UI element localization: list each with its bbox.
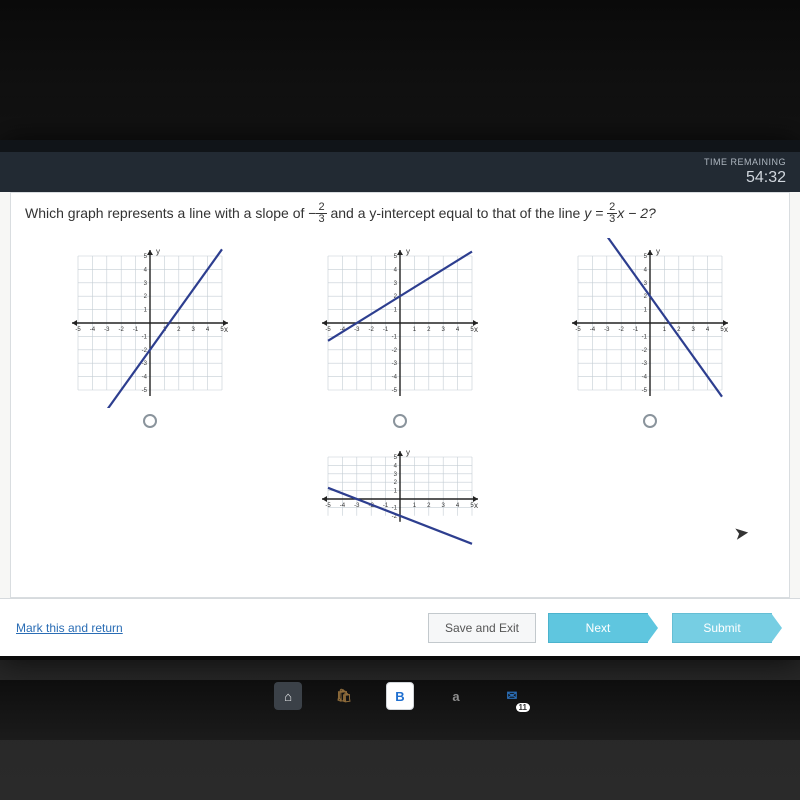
taskbar-icon-store[interactable]: 🛍 [330, 682, 358, 710]
svg-text:y: y [656, 247, 660, 256]
svg-text:-2: -2 [119, 327, 125, 333]
timer-label: TIME REMAINING [704, 157, 786, 168]
options-row-2: -5-4-3-2-2-1-11122334455yx [25, 439, 775, 559]
svg-text:-1: -1 [383, 327, 389, 333]
svg-text:-3: -3 [392, 361, 398, 367]
option-a[interactable]: -5-5-4-4-3-3-2-2-1-11122334455yx [60, 238, 240, 433]
submit-button[interactable]: Submit [672, 613, 772, 643]
svg-text:-4: -4 [90, 327, 96, 333]
svg-text:-4: -4 [142, 375, 148, 381]
mouse-cursor-icon: ➤ [733, 522, 751, 545]
question-text: Which graph represents a line with a slo… [25, 203, 775, 226]
svg-text:-1: -1 [642, 334, 648, 340]
svg-text:-1: -1 [392, 334, 398, 340]
svg-text:-5: -5 [392, 388, 398, 394]
taskbar-icon-b[interactable]: B [386, 682, 414, 710]
svg-text:-5: -5 [575, 327, 581, 333]
option-c[interactable]: -5-5-4-4-3-3-2-2-1-11122334455yx [560, 238, 740, 433]
svg-text:y: y [406, 448, 410, 457]
svg-text:x: x [224, 325, 228, 334]
mark-and-return-link[interactable]: Mark this and return [16, 621, 123, 635]
taskbar-icon-mail[interactable]: ✉11 [498, 682, 526, 710]
mail-badge: 11 [516, 703, 530, 712]
eq-lhs: y = [584, 205, 607, 221]
svg-text:-4: -4 [392, 375, 398, 381]
svg-text:-3: -3 [104, 327, 110, 333]
graph-d: -5-4-3-2-2-1-11122334455yx [310, 439, 490, 559]
graph-a: -5-5-4-4-3-3-2-2-1-11122334455yx [60, 238, 240, 408]
svg-text:-4: -4 [590, 327, 596, 333]
svg-text:-5: -5 [75, 327, 81, 333]
os-taskbar: ⌂ 🛍 B a ✉11 [274, 682, 526, 710]
top-bar: TIME REMAINING 54:32 [0, 152, 800, 192]
svg-text:-5: -5 [142, 388, 148, 394]
radio-a[interactable] [143, 414, 157, 428]
question-middle: and a y-intercept equal to that of the l… [330, 205, 584, 221]
svg-text:-3: -3 [604, 327, 610, 333]
eq-fraction: 23 [607, 202, 617, 225]
next-button[interactable]: Next [548, 613, 648, 643]
slope-sign: − [308, 205, 316, 221]
radio-c[interactable] [643, 414, 657, 428]
svg-text:x: x [724, 325, 728, 334]
graph-b: -5-5-4-4-3-3-2-2-1-11122334455yx [310, 238, 490, 408]
svg-text:-4: -4 [642, 375, 648, 381]
taskbar-icon-home[interactable]: ⌂ [274, 682, 302, 710]
option-d[interactable]: -5-4-3-2-2-1-11122334455yx [310, 439, 490, 559]
svg-text:x: x [474, 501, 478, 510]
svg-text:-3: -3 [354, 503, 360, 509]
time-remaining: TIME REMAINING 54:32 [704, 157, 786, 187]
svg-text:-2: -2 [369, 327, 375, 333]
bottom-bar: Mark this and return Save and Exit Next … [0, 598, 800, 656]
question-prefix: Which graph represents a line with a slo… [25, 205, 308, 221]
svg-text:-1: -1 [133, 327, 139, 333]
svg-text:-1: -1 [633, 327, 639, 333]
options-row-1: -5-5-4-4-3-3-2-2-1-11122334455yx -5-5-4-… [25, 238, 775, 433]
svg-text:-1: -1 [383, 503, 389, 509]
svg-text:-2: -2 [642, 348, 648, 354]
svg-text:-5: -5 [325, 327, 331, 333]
svg-text:-2: -2 [619, 327, 625, 333]
save-exit-button[interactable]: Save and Exit [428, 613, 536, 643]
svg-text:-5: -5 [642, 388, 648, 394]
svg-text:-3: -3 [354, 327, 360, 333]
graph-c: -5-5-4-4-3-3-2-2-1-11122334455yx [560, 238, 740, 408]
quiz-app-window: TIME REMAINING 54:32 Which graph represe… [0, 140, 800, 660]
svg-text:y: y [406, 247, 410, 256]
svg-text:-2: -2 [392, 348, 398, 354]
svg-text:-4: -4 [340, 503, 346, 509]
svg-text:-3: -3 [142, 361, 148, 367]
slope-fraction: 23 [316, 202, 326, 225]
eq-suffix: x − 2? [617, 205, 656, 221]
svg-text:x: x [474, 325, 478, 334]
svg-text:y: y [156, 247, 160, 256]
question-panel: Which graph represents a line with a slo… [10, 192, 790, 598]
option-b[interactable]: -5-5-4-4-3-3-2-2-1-11122334455yx [310, 238, 490, 433]
taskbar-icon-a[interactable]: a [442, 682, 470, 710]
timer-value: 54:32 [704, 168, 786, 187]
svg-text:-1: -1 [392, 505, 398, 511]
svg-text:-5: -5 [325, 503, 331, 509]
svg-text:-1: -1 [142, 334, 148, 340]
radio-b[interactable] [393, 414, 407, 428]
svg-text:-3: -3 [642, 361, 648, 367]
